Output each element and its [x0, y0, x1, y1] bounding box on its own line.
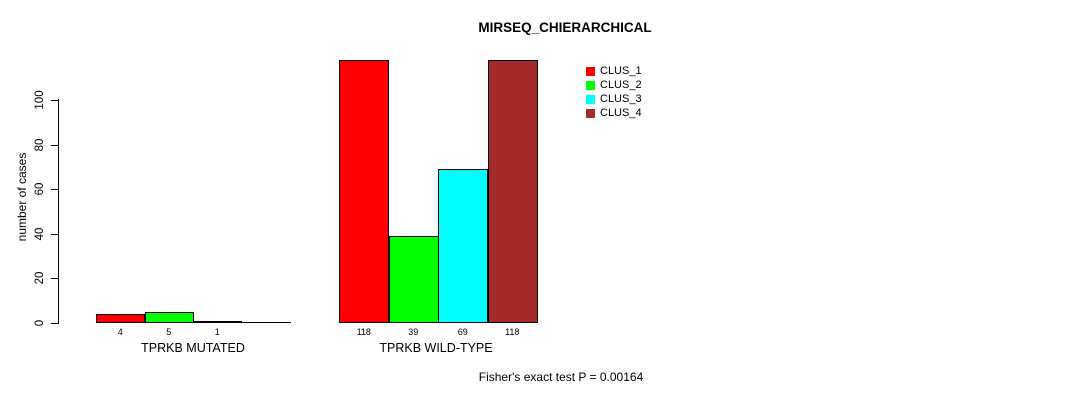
legend-swatch-clus_1 — [586, 66, 595, 76]
bar-value-label-clus_4-group2: 118 — [505, 327, 520, 337]
fisher-test-annotation: Fisher's exact test P = 0.00164 — [478, 370, 644, 384]
chart-title: MIRSEQ_CHIERARCHICAL — [478, 20, 652, 35]
bar-value-label-clus_1-group2: 118 — [356, 327, 371, 337]
y-tick-label-100: 100 — [34, 90, 46, 110]
legend-entry-clus_3: CLUS_3 — [586, 92, 642, 106]
y-tick-0 — [51, 322, 58, 324]
y-tick-label-80: 80 — [34, 138, 46, 151]
bar-clus_1-group1 — [96, 314, 145, 323]
bar-value-label-clus_3-group1: 1 — [214, 327, 220, 337]
y-axis-label: number of cases — [15, 152, 29, 242]
legend-swatch-clus_3 — [586, 94, 595, 104]
bar-clus_2-group1 — [145, 312, 194, 323]
bar-clus_1-group2 — [339, 60, 389, 323]
bar-value-label-clus_2-group1: 5 — [166, 327, 172, 337]
legend-label-clus_4: CLUS_4 — [600, 107, 642, 119]
legend-label-clus_2: CLUS_2 — [600, 79, 642, 91]
bar-value-label-clus_3-group2: 69 — [457, 327, 468, 337]
bar-value-label-clus_1-group1: 4 — [117, 327, 123, 337]
legend-label-clus_1: CLUS_1 — [600, 65, 642, 77]
legend-swatch-clus_4 — [586, 108, 595, 118]
bar-value-label-clus_2-group2: 39 — [408, 327, 419, 337]
bar-clus_2-group2 — [389, 236, 439, 323]
bar-clus_3-group1 — [193, 321, 242, 323]
bar-clus_4-group1 — [242, 322, 291, 323]
legend-label-clus_3: CLUS_3 — [600, 93, 642, 105]
y-tick-label-40: 40 — [34, 227, 46, 240]
y-tick-60 — [51, 189, 58, 191]
y-tick-20 — [51, 278, 58, 280]
y-axis-line — [58, 99, 60, 324]
y-tick-label-0: 0 — [34, 319, 46, 326]
y-tick-80 — [51, 144, 58, 146]
y-tick-40 — [51, 233, 58, 235]
y-tick-label-60: 60 — [34, 182, 46, 196]
legend-entry-clus_2: CLUS_2 — [586, 78, 642, 92]
bar-clus_3-group2 — [438, 169, 488, 323]
y-tick-label-20: 20 — [34, 271, 46, 285]
bar-clus_4-group2 — [488, 60, 538, 323]
legend-swatch-clus_2 — [586, 80, 595, 90]
legend: CLUS_1 CLUS_2 CLUS_3 CLUS_4 — [586, 64, 642, 120]
group-label-mutated: TPRKB MUTATED — [141, 341, 245, 355]
y-tick-100 — [51, 100, 58, 102]
group-label-wild-type: TPRKB WILD-TYPE — [379, 341, 493, 355]
legend-entry-clus_1: CLUS_1 — [586, 64, 642, 78]
legend-entry-clus_4: CLUS_4 — [586, 106, 642, 120]
